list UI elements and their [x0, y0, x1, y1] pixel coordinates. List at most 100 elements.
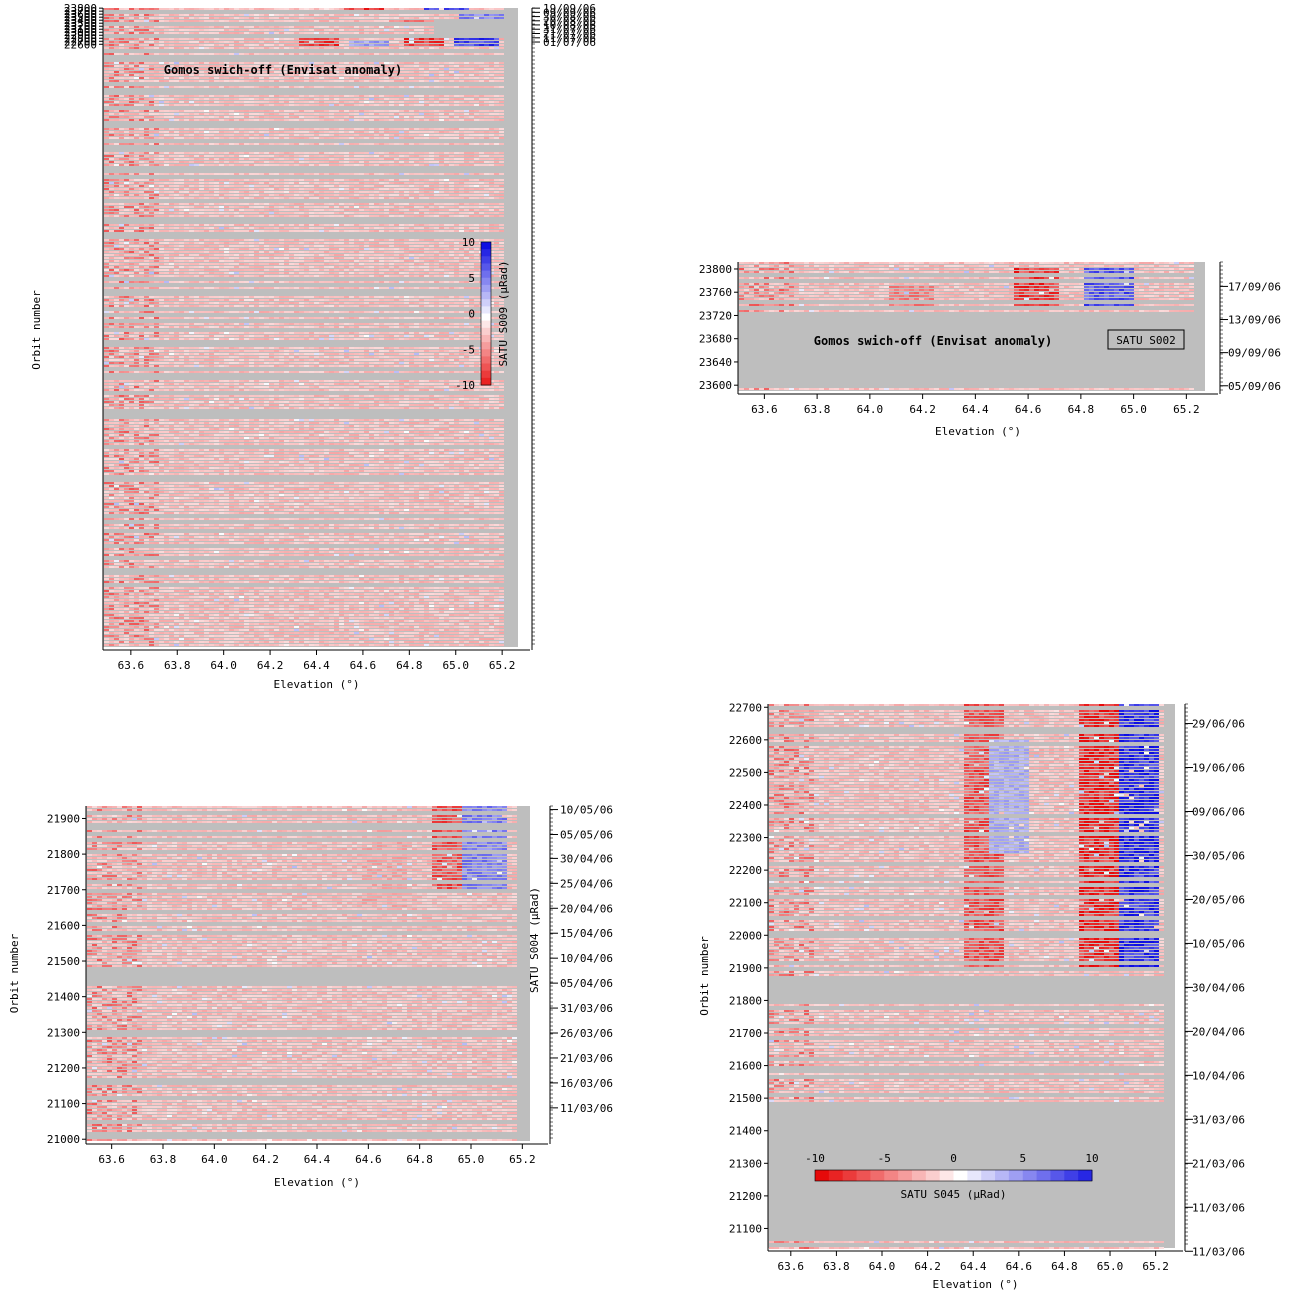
heat-cell	[199, 203, 204, 205]
heat-cell	[444, 95, 449, 97]
heat-cell	[394, 101, 399, 103]
heat-cell	[444, 116, 449, 118]
heat-cell	[404, 197, 409, 199]
heat-cell	[494, 110, 499, 112]
heat-cell	[154, 164, 159, 166]
heat-cell	[144, 53, 149, 55]
heat-cell	[244, 212, 249, 214]
heat-cell	[199, 20, 204, 22]
heat-cell	[494, 116, 499, 118]
heat-cell	[384, 206, 389, 208]
heat-cell	[349, 86, 354, 88]
heat-cell	[189, 119, 194, 121]
heat-cell	[334, 26, 339, 28]
heat-cell	[334, 29, 339, 31]
heat-cell	[354, 197, 359, 199]
heat-cell	[469, 131, 474, 133]
heat-cell	[149, 179, 154, 181]
heat-cell	[454, 197, 459, 199]
heat-cell	[259, 137, 264, 139]
heat-cell	[139, 182, 144, 184]
heat-cell	[389, 173, 394, 175]
heat-cell	[279, 32, 284, 34]
heat-cell	[439, 41, 444, 43]
heat-cell	[234, 77, 239, 79]
heat-cell	[449, 164, 454, 166]
heat-cell	[144, 116, 149, 118]
heat-cell	[249, 38, 254, 40]
heat-cell	[254, 131, 259, 133]
heat-cell	[124, 98, 129, 100]
heat-cell	[244, 194, 249, 196]
heat-cell	[119, 14, 124, 16]
heat-cell	[239, 53, 244, 55]
heat-cell	[249, 80, 254, 82]
heat-cell	[264, 182, 269, 184]
heat-cell	[344, 137, 349, 139]
heat-cell	[499, 110, 504, 112]
heat-cell	[299, 44, 304, 46]
heat-cell	[124, 32, 129, 34]
heat-cell	[424, 134, 429, 136]
heat-cell	[404, 143, 409, 145]
heat-cell	[324, 158, 329, 160]
heat-cell	[299, 209, 304, 211]
heat-cell	[184, 53, 189, 55]
heat-cell	[184, 188, 189, 190]
heat-cell	[264, 131, 269, 133]
heat-cell	[219, 209, 224, 211]
heat-cell	[214, 185, 219, 187]
heat-cell	[339, 26, 344, 28]
heat-cell	[289, 197, 294, 199]
heat-cell	[264, 188, 269, 190]
heat-cell	[449, 158, 454, 160]
heat-cell	[299, 104, 304, 106]
heat-cell	[274, 41, 279, 43]
heat-cell	[244, 101, 249, 103]
heat-cell	[219, 38, 224, 40]
heat-cell	[374, 47, 379, 49]
heat-cell	[454, 155, 459, 157]
heat-cell	[324, 155, 329, 157]
heat-cell	[324, 38, 329, 40]
heat-cell	[114, 158, 119, 160]
heat-cell	[289, 152, 294, 154]
heat-cell	[409, 158, 414, 160]
heat-cell	[204, 113, 209, 115]
heat-cell	[324, 101, 329, 103]
heat-cell	[284, 143, 289, 145]
heat-cell	[244, 98, 249, 100]
heat-cell	[249, 173, 254, 175]
heat-cell	[299, 173, 304, 175]
heat-cell	[194, 191, 199, 193]
heat-cell	[234, 134, 239, 136]
heat-cell	[489, 80, 494, 82]
heat-cell	[334, 191, 339, 193]
heat-cell	[224, 14, 229, 16]
heat-cell	[174, 95, 179, 97]
heat-cell	[319, 26, 324, 28]
heat-cell	[139, 41, 144, 43]
heat-cell	[324, 131, 329, 133]
heat-cell	[109, 143, 114, 145]
heat-cell	[274, 158, 279, 160]
heat-cell	[499, 68, 504, 70]
heat-cell	[164, 44, 169, 46]
heat-cell	[299, 131, 304, 133]
heat-cell	[474, 38, 479, 40]
heat-cell	[484, 206, 489, 208]
heat-cell	[124, 191, 129, 193]
heat-cell	[394, 47, 399, 49]
heat-cell	[314, 95, 319, 97]
heat-cell	[344, 143, 349, 145]
heat-cell	[234, 38, 239, 40]
heat-cell	[149, 191, 154, 193]
heat-cell	[394, 143, 399, 145]
heat-cell	[334, 206, 339, 208]
heat-cell	[274, 206, 279, 208]
heat-cell	[259, 203, 264, 205]
heat-cell	[434, 74, 439, 76]
heat-cell	[109, 206, 114, 208]
heat-cell	[194, 119, 199, 121]
heat-cell	[229, 128, 234, 130]
